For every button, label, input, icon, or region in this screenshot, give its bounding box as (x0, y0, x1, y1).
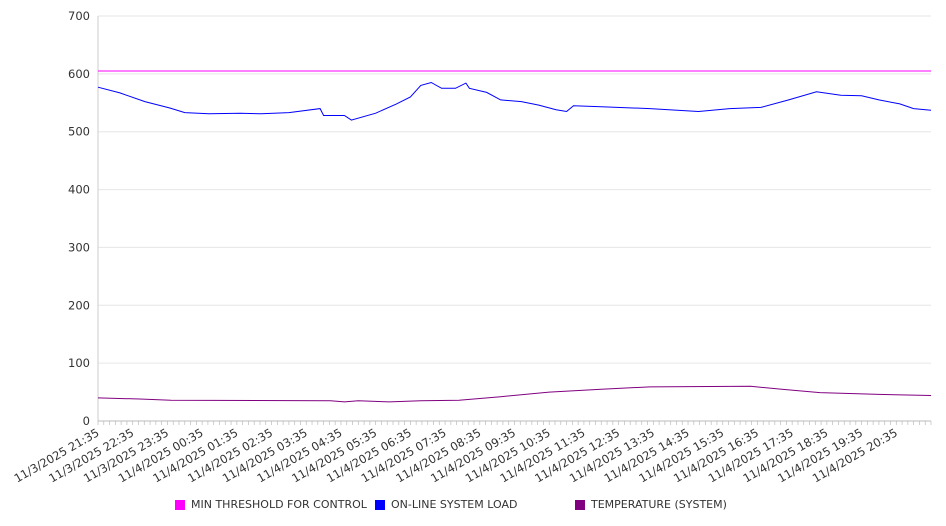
y-tick-label: 0 (83, 414, 90, 428)
y-tick-label: 100 (68, 356, 90, 370)
legend-label-temperature: TEMPERATURE (SYSTEM) (591, 498, 727, 511)
legend-item-temperature[interactable]: TEMPERATURE (SYSTEM) (575, 498, 727, 511)
system-load-line (97, 81, 932, 121)
y-tick-label: 300 (68, 240, 90, 254)
legend-swatch-temperature (575, 499, 585, 510)
legend-label-threshold: MIN THRESHOLD FOR CONTROL (191, 498, 367, 511)
legend-label-load: ON-LINE SYSTEM LOAD (391, 498, 518, 511)
temperature-line (97, 385, 932, 403)
legend-swatch-load (375, 499, 385, 510)
y-tick-label: 700 (68, 9, 90, 23)
y-tick-label: 400 (68, 183, 90, 197)
y-tick-label: 600 (68, 67, 90, 81)
legend-item-threshold[interactable]: MIN THRESHOLD FOR CONTROL (175, 498, 367, 511)
legend-item-load[interactable]: ON-LINE SYSTEM LOAD (375, 498, 517, 511)
y-tick-label: 200 (68, 298, 90, 312)
legend-swatch-threshold (175, 499, 185, 510)
y-tick-label: 500 (68, 125, 90, 139)
